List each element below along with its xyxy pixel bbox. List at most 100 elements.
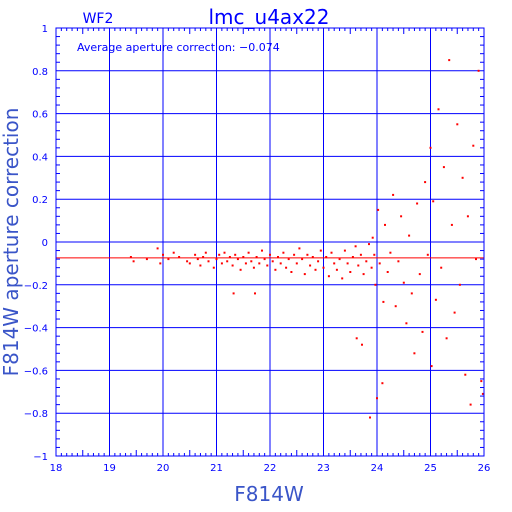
- data-point: [322, 266, 325, 269]
- data-point: [145, 258, 148, 261]
- data-point: [247, 251, 250, 254]
- chart-title: lmc_u4ax22: [209, 5, 330, 29]
- data-point: [325, 256, 328, 258]
- data-point: [194, 253, 197, 256]
- data-point: [167, 258, 170, 261]
- data-point: [416, 202, 419, 205]
- data-point: [440, 266, 443, 269]
- data-point: [330, 251, 333, 254]
- data-point: [186, 260, 189, 263]
- data-point: [402, 281, 405, 284]
- data-point: [448, 59, 451, 62]
- data-point: [303, 273, 306, 276]
- data-point: [196, 258, 199, 261]
- data-point: [408, 234, 411, 237]
- y-tick-label: 0.2: [32, 195, 48, 206]
- y-tick-labels: −1 −0.8 −0.6 −0.4 −0.2 0 0.2 0.4 0.6 0.8 1: [24, 24, 48, 463]
- data-point: [461, 176, 464, 179]
- data-point: [317, 260, 320, 263]
- data-point: [376, 397, 378, 400]
- data-point: [279, 262, 282, 265]
- data-point: [290, 271, 293, 273]
- y-axis-label: F814W aperture correction: [0, 108, 23, 377]
- data-point: [156, 247, 159, 250]
- y-tick-label: 1: [42, 24, 48, 35]
- data-point: [319, 249, 322, 252]
- y-tick-label: −0.8: [24, 409, 48, 420]
- x-tick-label: 26: [478, 463, 491, 474]
- data-point: [261, 249, 263, 252]
- data-point: [466, 215, 469, 218]
- data-point: [212, 266, 215, 269]
- data-point: [349, 271, 352, 273]
- data-point: [377, 208, 380, 211]
- data-point: [392, 193, 395, 196]
- chip-label: WF2: [83, 11, 114, 27]
- data-point: [314, 268, 317, 271]
- data-point: [271, 260, 274, 263]
- data-point: [309, 264, 312, 267]
- data-point: [469, 403, 472, 406]
- data-point: [298, 247, 301, 250]
- data-point: [333, 262, 336, 265]
- data-point: [413, 352, 416, 355]
- y-tick-label: −0.6: [24, 366, 48, 377]
- data-point: [365, 260, 368, 263]
- data-point: [293, 253, 296, 256]
- data-point: [437, 108, 440, 111]
- data-point: [226, 260, 229, 263]
- data-point: [386, 271, 389, 273]
- x-tick-label: 22: [264, 463, 277, 474]
- data-point: [202, 256, 205, 258]
- data-point: [254, 292, 256, 295]
- data-point: [430, 365, 433, 368]
- data-point: [132, 260, 135, 263]
- data-point: [456, 123, 459, 126]
- data-point: [255, 256, 258, 258]
- data-point: [374, 283, 377, 286]
- plot-frame: [55, 27, 485, 457]
- data-point: [343, 249, 346, 252]
- data-point: [389, 251, 392, 254]
- data-point: [450, 223, 453, 226]
- data-point: [242, 256, 245, 258]
- y-tick-label: −1: [33, 452, 48, 463]
- data-point: [421, 330, 424, 333]
- data-point: [244, 262, 247, 265]
- y-tick-label: −0.4: [24, 324, 48, 335]
- data-point: [370, 266, 373, 269]
- data-point: [269, 253, 271, 256]
- data-point: [234, 253, 237, 256]
- data-point: [258, 262, 261, 265]
- y-tick-label: 0.8: [32, 67, 48, 78]
- data-point: [311, 256, 314, 258]
- data-point: [287, 258, 290, 261]
- data-point: [274, 268, 277, 271]
- data-point: [341, 277, 344, 280]
- data-point: [204, 251, 207, 254]
- data-point: [400, 215, 403, 218]
- data-point: [306, 253, 309, 256]
- data-points: [129, 59, 484, 419]
- data-point: [464, 373, 467, 376]
- data-point: [338, 258, 341, 261]
- data-point: [472, 144, 475, 147]
- x-tick-label: 18: [50, 463, 63, 474]
- data-point: [359, 253, 362, 256]
- data-point: [354, 245, 357, 248]
- data-point: [250, 260, 253, 263]
- x-tick-labels: 18 19 20 21 22 23 24 25 26: [50, 463, 491, 474]
- data-point: [335, 268, 338, 271]
- x-axis-label: F814W: [234, 482, 304, 506]
- x-tick-label: 23: [317, 463, 330, 474]
- data-point: [357, 264, 360, 267]
- average-annotation: Average aperture correction: −0.074: [77, 41, 280, 54]
- data-point: [453, 311, 456, 314]
- data-point: [172, 251, 175, 254]
- data-point: [373, 253, 376, 256]
- data-point: [418, 273, 421, 276]
- data-point: [199, 264, 202, 267]
- data-point: [475, 258, 477, 261]
- data-point: [410, 292, 413, 295]
- data-point: [220, 262, 223, 265]
